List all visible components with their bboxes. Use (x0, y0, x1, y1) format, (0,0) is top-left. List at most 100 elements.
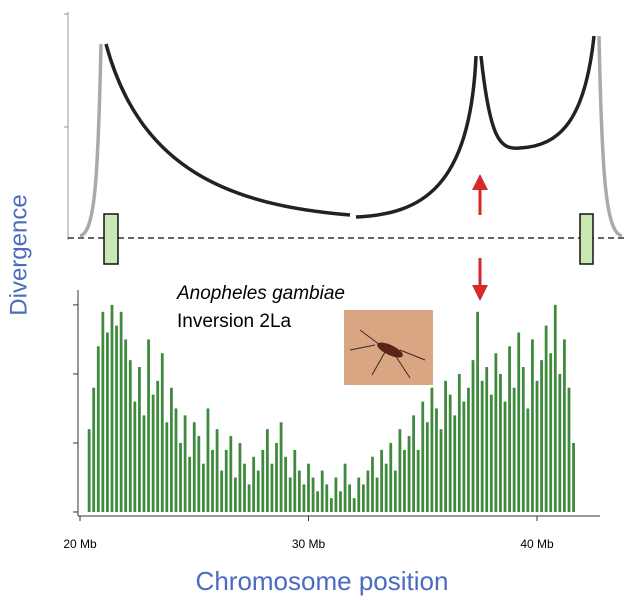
bar (352, 498, 356, 512)
bar (110, 304, 114, 512)
bar (138, 367, 141, 512)
bar (151, 394, 155, 512)
bar (371, 456, 374, 512)
bar (302, 484, 306, 512)
bar (197, 436, 201, 512)
bar (462, 401, 466, 512)
bar (361, 484, 365, 512)
bar (393, 470, 397, 512)
bar (540, 360, 543, 512)
bar (106, 332, 109, 512)
bar (87, 429, 91, 512)
bar (339, 491, 342, 512)
bar (425, 422, 429, 512)
bar (563, 339, 566, 512)
bar (183, 415, 187, 512)
breakpoint-box (579, 213, 594, 265)
bar (403, 449, 406, 512)
bar (508, 346, 511, 512)
bar (101, 311, 105, 512)
bar (229, 436, 233, 512)
bar (270, 463, 274, 512)
schematic-curve (355, 55, 478, 219)
bar (165, 422, 169, 512)
bar (325, 484, 329, 512)
schematic-curve (597, 35, 623, 238)
bar (348, 484, 352, 512)
bar (115, 325, 118, 512)
inversion-label: Inversion 2La (177, 311, 292, 332)
bar (174, 408, 178, 512)
bar (334, 477, 338, 512)
bar (380, 449, 384, 512)
schematic-curve (79, 43, 103, 238)
bar (485, 367, 489, 512)
bar (211, 449, 214, 512)
bar (517, 332, 521, 512)
bar (512, 387, 516, 512)
bar (549, 353, 553, 512)
bar (389, 442, 393, 512)
x-tick-label: 30 Mb (292, 537, 326, 551)
bar (288, 477, 292, 512)
bar (503, 401, 507, 512)
bar (128, 360, 132, 512)
bar (439, 429, 443, 512)
y-axis-label: Divergence (5, 194, 32, 315)
bar (179, 442, 182, 512)
bar (343, 463, 347, 512)
bar (316, 491, 320, 512)
bar (233, 477, 237, 512)
bar (480, 380, 484, 512)
bar (494, 353, 498, 512)
bar (279, 422, 283, 512)
species-label: Anopheles gambiae (176, 283, 345, 304)
bar (170, 387, 173, 512)
bar (293, 449, 297, 512)
bar (453, 415, 457, 512)
bar (124, 339, 128, 512)
bar (265, 429, 269, 512)
bar (398, 429, 402, 512)
mosquito-body (377, 342, 403, 358)
bar (467, 387, 470, 512)
bar (156, 380, 160, 512)
bar (188, 456, 192, 512)
bar (430, 387, 434, 512)
bar (160, 353, 164, 512)
schematic-panel (64, 12, 627, 301)
schematic-curve (479, 35, 596, 150)
bar (147, 339, 150, 512)
bar (421, 401, 425, 512)
mosquito-legs (349, 329, 426, 379)
bar (92, 387, 96, 512)
bar (275, 442, 278, 512)
arrow-head (472, 285, 488, 301)
bar (476, 311, 479, 512)
bar (558, 373, 562, 512)
bar (544, 325, 548, 512)
bar (457, 373, 461, 512)
bar (375, 477, 379, 512)
bar (119, 311, 123, 512)
bar (297, 470, 301, 512)
photo (344, 310, 433, 385)
bar (256, 470, 260, 512)
bar (526, 408, 530, 512)
bar (521, 367, 525, 512)
bar (567, 387, 571, 512)
bar (448, 394, 452, 512)
bar (261, 449, 265, 512)
bar (329, 498, 333, 512)
bar (444, 380, 447, 512)
bar (215, 429, 219, 512)
bar (247, 484, 251, 512)
bar (201, 463, 205, 512)
bar (407, 436, 411, 512)
schematic-curve (104, 43, 351, 217)
bar (416, 449, 420, 512)
bar (535, 380, 539, 512)
bar (224, 449, 228, 512)
x-axis-label: Chromosome position (196, 566, 449, 596)
bar (384, 463, 388, 512)
